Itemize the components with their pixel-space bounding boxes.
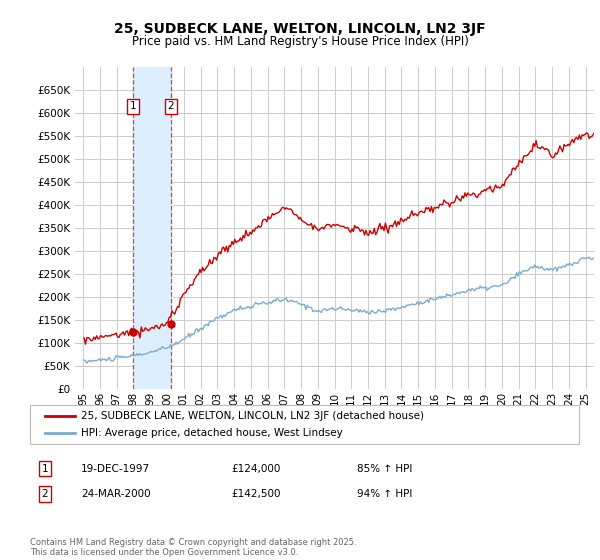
Text: 25, SUDBECK LANE, WELTON, LINCOLN, LN2 3JF (detached house): 25, SUDBECK LANE, WELTON, LINCOLN, LN2 3… xyxy=(81,411,424,421)
Text: 94% ↑ HPI: 94% ↑ HPI xyxy=(357,489,412,499)
Bar xyxy=(133,67,171,389)
Text: Price paid vs. HM Land Registry's House Price Index (HPI): Price paid vs. HM Land Registry's House … xyxy=(131,35,469,48)
Text: 2: 2 xyxy=(41,489,49,499)
Text: 19-DEC-1997: 19-DEC-1997 xyxy=(81,464,150,474)
Text: £142,500: £142,500 xyxy=(231,489,281,499)
Text: 25, SUDBECK LANE, WELTON, LINCOLN, LN2 3JF: 25, SUDBECK LANE, WELTON, LINCOLN, LN2 3… xyxy=(114,22,486,36)
Text: 1: 1 xyxy=(41,464,49,474)
Text: 85% ↑ HPI: 85% ↑ HPI xyxy=(357,464,412,474)
Text: 2: 2 xyxy=(167,101,174,111)
Text: 1: 1 xyxy=(130,101,136,111)
Text: 24-MAR-2000: 24-MAR-2000 xyxy=(81,489,151,499)
Text: HPI: Average price, detached house, West Lindsey: HPI: Average price, detached house, West… xyxy=(81,428,343,438)
Text: £124,000: £124,000 xyxy=(231,464,280,474)
Text: Contains HM Land Registry data © Crown copyright and database right 2025.
This d: Contains HM Land Registry data © Crown c… xyxy=(30,538,356,557)
